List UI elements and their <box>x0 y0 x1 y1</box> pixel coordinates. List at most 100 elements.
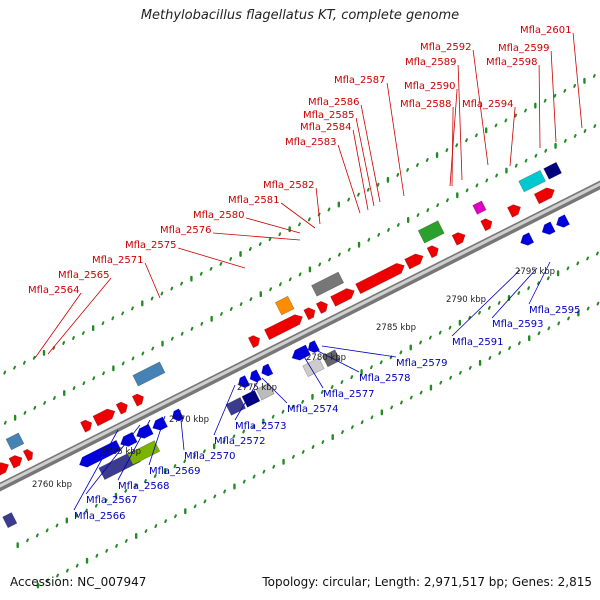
gene-label-reverse: Mfla_2567 <box>86 495 138 506</box>
kbp-label: 2765 kbp <box>101 447 141 457</box>
tick-mark <box>543 98 547 103</box>
forward-gene <box>92 408 116 427</box>
forward-gene <box>263 314 303 341</box>
tick-mark <box>390 405 394 410</box>
tick-mark <box>170 336 174 341</box>
tick-mark <box>150 296 154 301</box>
gene-label-reverse: Mfla_2595 <box>529 305 581 316</box>
gene-label-reverse: Mfla_2568 <box>118 481 170 492</box>
tick-mark <box>377 232 381 237</box>
gene-label-reverse: Mfla_2593 <box>492 319 544 330</box>
leader-line <box>315 187 321 225</box>
tick-mark <box>121 361 125 366</box>
forward-gene <box>315 300 328 315</box>
feature-block <box>274 295 295 316</box>
tick-mark <box>144 529 148 533</box>
forward-gene <box>480 218 493 232</box>
tick-mark <box>468 365 472 370</box>
tick-mark <box>121 311 125 316</box>
tick-mark <box>573 83 577 88</box>
tick-mark <box>488 356 492 360</box>
tick-mark <box>239 302 243 306</box>
forward-gene <box>0 462 10 476</box>
gene-label-forward: Mfla_2598 <box>486 57 538 68</box>
tick-mark <box>524 158 528 163</box>
tick-mark <box>203 499 207 504</box>
tick-mark <box>419 340 422 345</box>
gene-label-forward: Mfla_2581 <box>228 195 280 206</box>
tick-mark <box>449 375 453 380</box>
leader-line <box>85 424 141 495</box>
tick-mark <box>576 261 580 266</box>
leader-line <box>213 384 236 436</box>
tick-mark <box>3 370 7 375</box>
forward-gene <box>355 262 405 295</box>
tick-mark <box>173 464 177 469</box>
tick-mark <box>124 539 128 543</box>
tick-mark <box>278 282 282 287</box>
tick-mark <box>22 360 26 365</box>
gene-label-forward: Mfla_2589 <box>405 57 457 68</box>
tick-mark <box>102 371 105 376</box>
leader-line <box>47 277 112 355</box>
leader-line <box>261 377 288 404</box>
reverse-gene <box>261 363 274 377</box>
tick-mark <box>455 143 459 148</box>
gene-label-reverse: Mfla_2569 <box>149 466 201 477</box>
tick-mark <box>504 118 508 123</box>
tick-mark <box>131 356 135 361</box>
tick-mark <box>213 494 217 499</box>
tick-mark <box>170 286 174 291</box>
tick-mark <box>547 326 551 331</box>
tick-mark <box>209 266 213 271</box>
kbp-label: 2795 kbp <box>515 267 555 277</box>
tick-mark <box>544 148 548 153</box>
tick-mark <box>311 445 315 449</box>
gene-label-forward: Mfla_2588 <box>400 99 452 110</box>
tick-mark <box>143 479 147 483</box>
leader-line <box>177 247 246 269</box>
tick-mark <box>52 396 56 400</box>
tick-mark <box>220 312 223 316</box>
tick-mark <box>524 108 527 113</box>
genome-backbone <box>0 180 600 492</box>
reverse-gene <box>249 369 262 383</box>
tick-mark <box>134 483 138 488</box>
tick-mark <box>222 439 226 444</box>
reverse-gene <box>238 375 251 389</box>
tick-mark <box>298 222 301 227</box>
tick-mark <box>291 454 295 459</box>
tick-mark <box>446 198 449 203</box>
tick-mark <box>379 360 383 365</box>
tick-mark <box>271 414 275 419</box>
tick-mark <box>35 533 39 538</box>
tick-mark <box>592 74 596 78</box>
tick-mark <box>154 524 158 529</box>
tick-mark <box>151 346 155 351</box>
forward-gene <box>303 307 316 321</box>
tick-mark <box>75 513 79 518</box>
feature-block <box>417 220 445 244</box>
tick-mark <box>229 256 233 261</box>
feature-block <box>255 382 275 401</box>
tick-mark <box>366 187 370 192</box>
tick-mark <box>242 429 246 434</box>
leader-line <box>280 202 316 229</box>
tick-mark <box>160 291 164 296</box>
tick-mark <box>426 208 430 213</box>
gene-label-reverse: Mfla_2577 <box>323 389 375 400</box>
forward-gene <box>451 232 466 246</box>
tick-mark <box>105 548 109 553</box>
gene-label-forward: Mfla_2592 <box>420 42 472 53</box>
leader-line <box>355 117 375 207</box>
forward-gene <box>426 245 439 259</box>
feature-block <box>2 512 18 529</box>
gene-label-reverse: Mfla_2566 <box>74 511 126 522</box>
reverse-gene <box>79 439 122 468</box>
tick-mark <box>82 381 86 386</box>
tick-mark <box>202 449 206 454</box>
genome-stats-text: Topology: circular; Length: 2,971,517 bp… <box>262 575 592 589</box>
gene-label-forward: Mfla_2599 <box>498 43 550 54</box>
tick-mark <box>341 430 344 435</box>
feature-block <box>543 161 563 180</box>
